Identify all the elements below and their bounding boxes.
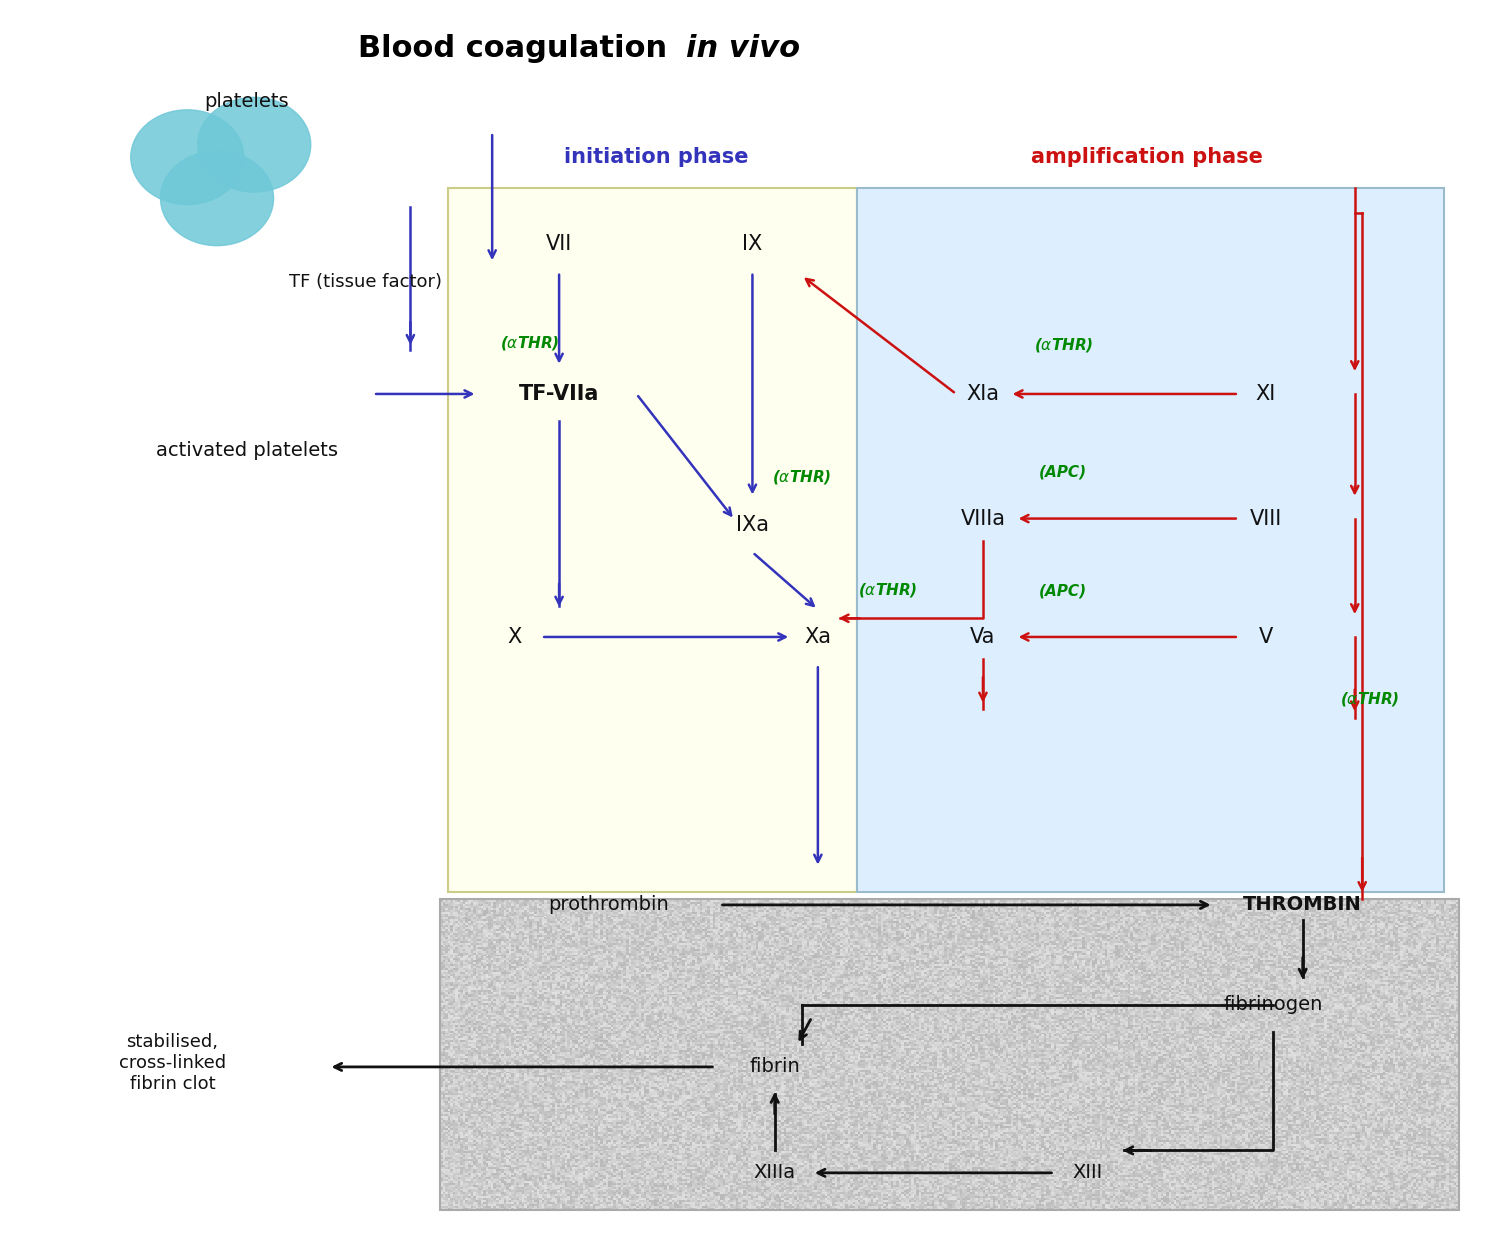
- Text: Xa: Xa: [805, 627, 831, 647]
- Text: IX: IX: [742, 235, 763, 255]
- Text: in vivo: in vivo: [685, 34, 800, 64]
- Circle shape: [161, 151, 274, 246]
- Text: (APC): (APC): [1039, 583, 1088, 598]
- Text: XIa: XIa: [967, 383, 1000, 403]
- Text: THROMBIN: THROMBIN: [1243, 896, 1362, 914]
- Text: Blood coagulation: Blood coagulation: [358, 34, 678, 64]
- Text: activated platelets: activated platelets: [156, 441, 338, 460]
- Circle shape: [198, 97, 311, 192]
- Bar: [440, 899, 1459, 1210]
- Text: fibrinogen: fibrinogen: [1223, 995, 1323, 1014]
- Text: (APC): (APC): [1039, 465, 1088, 480]
- Text: fibrin: fibrin: [749, 1058, 800, 1077]
- Circle shape: [131, 110, 244, 205]
- Bar: [447, 189, 857, 893]
- Text: Va: Va: [970, 627, 995, 647]
- Text: ($\alpha$THR): ($\alpha$THR): [858, 581, 918, 598]
- Text: prothrombin: prothrombin: [548, 896, 669, 914]
- Bar: [857, 189, 1444, 893]
- Text: VII: VII: [545, 235, 572, 255]
- Text: VIIIa: VIIIa: [961, 508, 1006, 528]
- Text: platelets: platelets: [204, 91, 289, 111]
- Text: VIII: VIII: [1250, 508, 1281, 528]
- Text: ($\alpha$THR): ($\alpha$THR): [1340, 691, 1399, 708]
- Text: stabilised,
cross-linked
fibrin clot: stabilised, cross-linked fibrin clot: [119, 1033, 226, 1093]
- Text: IXa: IXa: [736, 515, 769, 535]
- Text: V: V: [1259, 627, 1272, 647]
- Text: TF-VIIa: TF-VIIa: [519, 383, 599, 403]
- Text: initiation phase: initiation phase: [563, 147, 748, 167]
- Text: TF (tissue factor): TF (tissue factor): [289, 272, 443, 291]
- Text: XIIIa: XIIIa: [754, 1163, 796, 1183]
- Text: XIII: XIII: [1071, 1163, 1103, 1183]
- Text: amplification phase: amplification phase: [1031, 147, 1262, 167]
- Text: X: X: [508, 627, 522, 647]
- Text: ($\alpha$THR): ($\alpha$THR): [499, 333, 559, 352]
- Text: ($\alpha$THR): ($\alpha$THR): [772, 468, 831, 486]
- Text: XI: XI: [1256, 383, 1275, 403]
- Text: ($\alpha$THR): ($\alpha$THR): [1034, 336, 1094, 355]
